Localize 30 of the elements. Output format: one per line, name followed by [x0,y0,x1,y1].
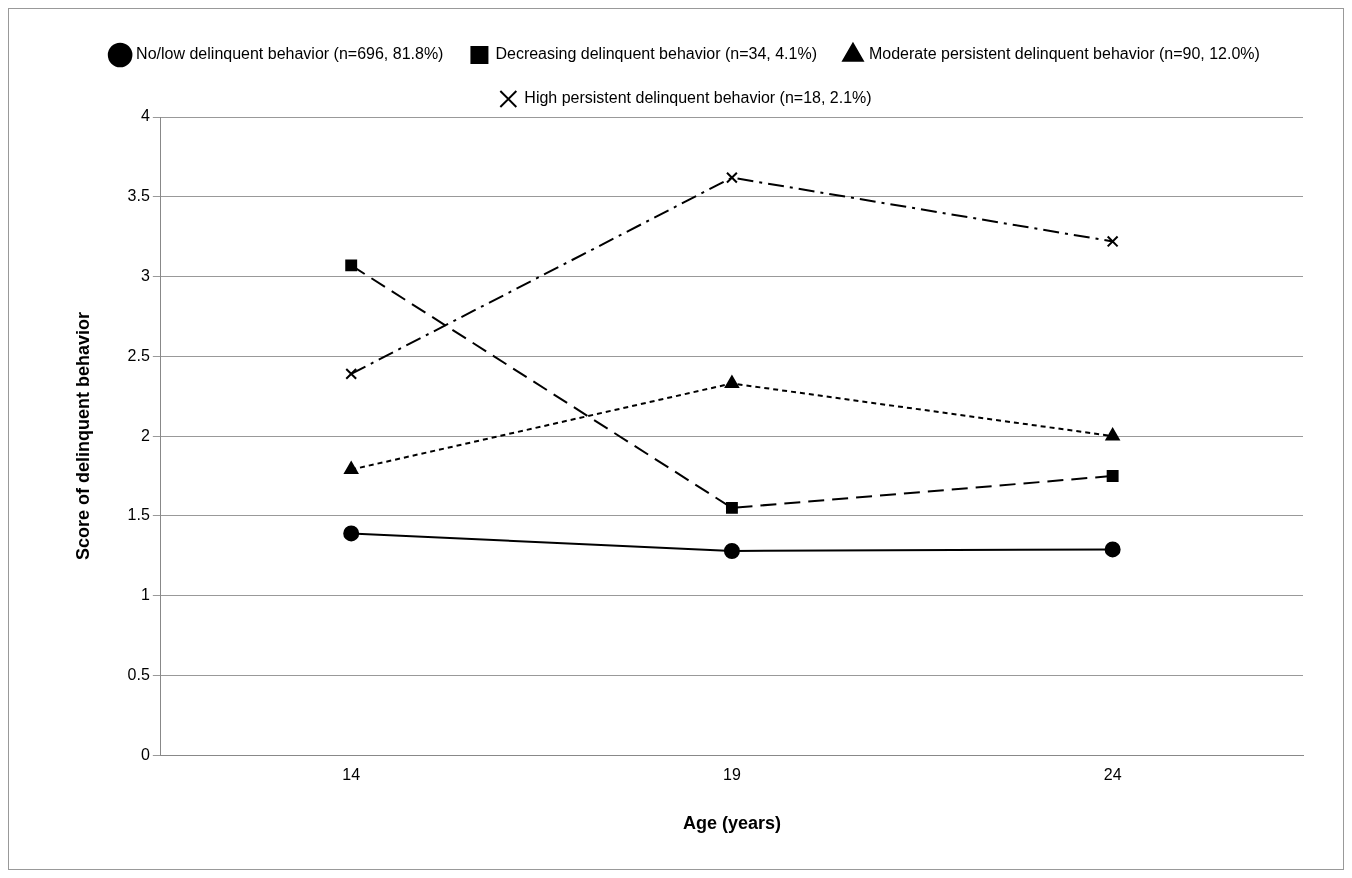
legend-label: High persistent delinquent behavior (n=18, 2.1%) [524,89,872,107]
y-tick-label: 3.5 [127,187,150,205]
point [723,542,740,559]
y-tick-label: 1 [140,586,150,604]
point [724,375,739,388]
point [1105,428,1120,441]
point [343,525,360,542]
point [345,367,358,380]
x-tick-label: 24 [1103,766,1122,784]
y-tick-label: 0.5 [127,665,150,683]
legend-label: Moderate persistent delinquent behavior (n=90, 12.0%) [868,45,1260,63]
y-tick-label: 2 [140,426,150,444]
x-axis-title: Age (years) [682,813,781,834]
point [1104,541,1121,558]
y-tick-label: 2.5 [127,346,150,364]
point [725,501,738,514]
point [725,171,738,184]
y-tick-label: 4 [140,107,150,125]
point [345,259,358,272]
point [1106,235,1119,248]
legend-label: Decreasing delinquent behavior (n=34, 4.1%) [495,45,817,63]
point [344,461,359,475]
y-axis-title: Score of delinquent behavior [72,312,93,561]
x-tick-label: 14 [342,766,361,784]
x-tick-label: 19 [723,766,741,784]
point [1106,470,1119,482]
legend-label: No/low delinquent behavior (n=696, 81.8%) [136,45,444,63]
y-tick-label: 3 [140,266,150,284]
y-tick-label: 0 [140,745,150,763]
y-tick-label: 1.5 [127,506,150,524]
